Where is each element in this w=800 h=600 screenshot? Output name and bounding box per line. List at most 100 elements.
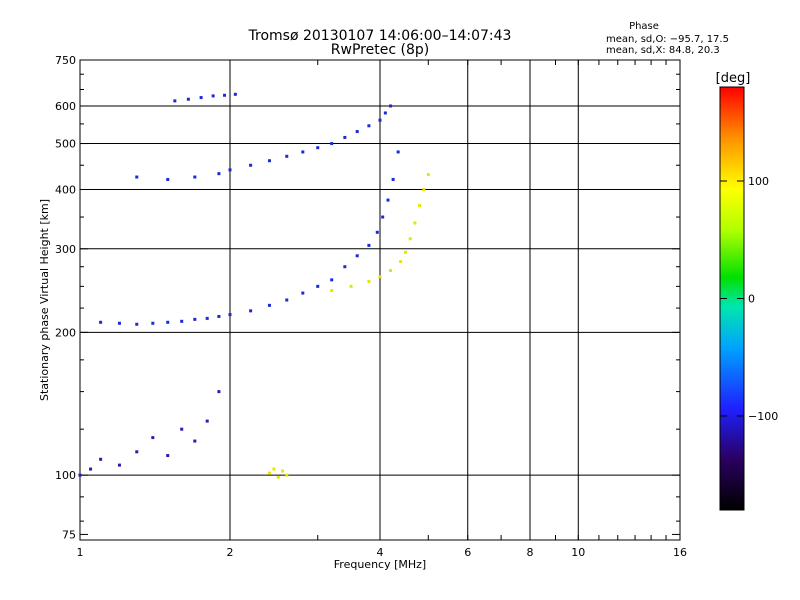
data-point xyxy=(166,177,170,181)
data-point xyxy=(272,467,276,471)
data-point xyxy=(205,419,209,423)
data-point xyxy=(249,163,253,167)
y-tick-label: 750 xyxy=(55,54,76,67)
y-tick-label: 200 xyxy=(55,326,76,339)
stats-line-o: mean, sd,O: −95.7, 17.5 xyxy=(606,34,729,45)
data-point xyxy=(223,93,227,97)
data-point xyxy=(135,175,139,179)
y-tick-label: 400 xyxy=(55,184,76,197)
data-point xyxy=(186,97,190,101)
y-tick-label: 100 xyxy=(55,469,76,482)
data-point xyxy=(233,92,237,96)
data-point xyxy=(330,289,334,293)
data-point xyxy=(135,450,139,454)
data-point xyxy=(117,463,121,467)
y-tick-label: 600 xyxy=(55,100,76,113)
data-point xyxy=(285,154,289,158)
data-point xyxy=(378,118,382,122)
y-tick-label: 75 xyxy=(62,528,76,541)
data-point xyxy=(228,168,232,172)
data-point xyxy=(217,390,221,394)
data-point xyxy=(355,254,359,258)
data-point xyxy=(199,96,203,100)
x-tick-label: 10 xyxy=(571,546,585,559)
data-point xyxy=(193,317,197,321)
data-point xyxy=(173,99,177,103)
data-point xyxy=(211,94,215,98)
data-point xyxy=(426,173,430,177)
data-point xyxy=(135,322,139,326)
axis-ticks: 1 2 4 6 16 8 10 75 100 200 300 400 500 600 750 xyxy=(55,54,687,559)
y-tick-label: 500 xyxy=(55,138,76,151)
data-point xyxy=(267,303,271,307)
data-point xyxy=(378,275,382,279)
data-point xyxy=(417,204,421,208)
colorbar-ticks: 100 0 −100 xyxy=(720,175,778,423)
data-point xyxy=(217,314,221,318)
data-point xyxy=(267,471,271,475)
x-tick-label: 1 xyxy=(77,546,84,559)
data-point xyxy=(267,159,271,163)
x-tick-label: 8 xyxy=(527,546,534,559)
data-point xyxy=(301,150,305,154)
x-axis-label: Frequency [MHz] xyxy=(334,558,426,571)
x-tick-label: 6 xyxy=(464,546,471,559)
data-point xyxy=(301,291,305,295)
data-point xyxy=(166,454,170,458)
data-point xyxy=(330,142,334,146)
data-point xyxy=(89,467,93,471)
y-tick-label: 300 xyxy=(55,243,76,256)
data-point xyxy=(422,188,426,192)
data-point xyxy=(217,172,221,176)
data-point xyxy=(386,198,390,202)
data-point xyxy=(375,230,379,234)
data-point xyxy=(117,321,121,325)
data-point xyxy=(166,320,170,324)
data-points xyxy=(78,92,430,479)
data-point xyxy=(193,175,197,179)
colorbar-tick-label: −100 xyxy=(748,410,778,423)
data-point xyxy=(99,320,103,324)
data-point xyxy=(205,316,209,320)
data-point xyxy=(343,265,347,269)
colorbar-tick-label: 0 xyxy=(748,293,755,306)
data-point xyxy=(391,177,395,181)
data-point xyxy=(151,321,155,325)
colorbar-tick-label: 100 xyxy=(748,175,769,188)
data-point xyxy=(285,473,289,477)
data-point xyxy=(249,309,253,313)
x-tick-label: 16 xyxy=(673,546,687,559)
data-point xyxy=(389,104,393,108)
data-point xyxy=(396,150,400,154)
data-point xyxy=(408,237,412,241)
data-point xyxy=(316,146,320,150)
x-tick-label: 4 xyxy=(377,546,384,559)
data-point xyxy=(180,427,184,431)
data-point xyxy=(383,111,387,115)
data-point xyxy=(413,221,417,225)
data-point xyxy=(355,130,359,134)
y-axis-label: Stationary phase Virtual Height [km] xyxy=(38,199,51,401)
data-point xyxy=(367,124,371,128)
data-point xyxy=(367,279,371,283)
stats-line-x: mean, sd,X: 84.8, 20.3 xyxy=(606,45,720,56)
colorbar-unit: [deg] xyxy=(716,71,751,86)
data-point xyxy=(316,284,320,288)
data-point xyxy=(330,278,334,282)
data-point xyxy=(381,215,385,219)
data-point xyxy=(367,243,371,247)
data-point xyxy=(276,475,280,479)
data-point xyxy=(151,436,155,440)
data-point xyxy=(193,439,197,443)
x-tick-label: 2 xyxy=(227,546,234,559)
stats-heading: Phase xyxy=(629,21,659,32)
data-point xyxy=(343,135,347,139)
data-point xyxy=(403,250,407,254)
data-point xyxy=(285,298,289,302)
data-point xyxy=(349,284,353,288)
chart-title: Tromsø 20130107 14:06:00–14:07:43 xyxy=(248,28,512,44)
data-point xyxy=(99,457,103,461)
data-point xyxy=(281,469,285,473)
data-point xyxy=(228,313,232,317)
